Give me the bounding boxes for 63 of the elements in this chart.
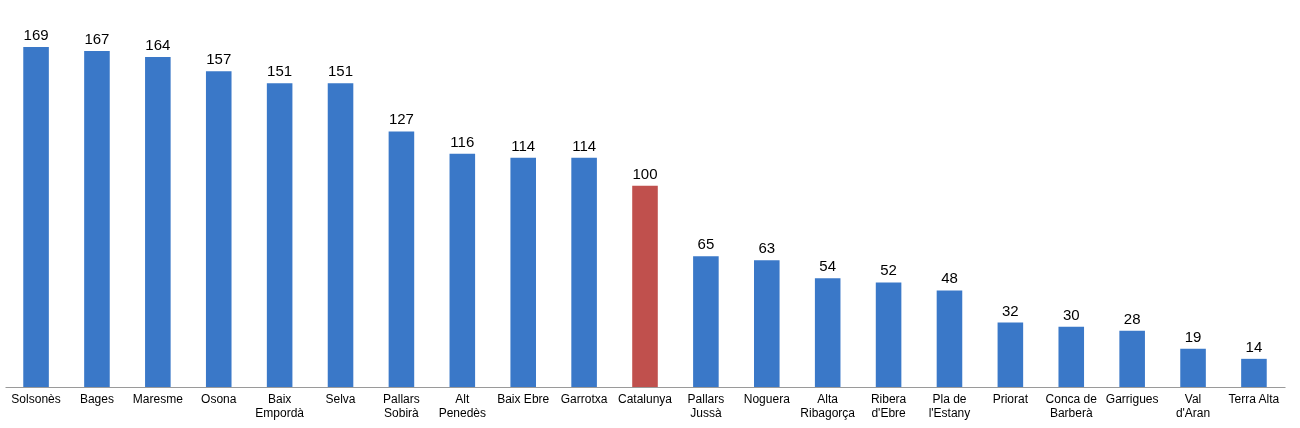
bar xyxy=(145,57,171,387)
x-tick-label: Bages xyxy=(79,391,114,406)
x-tick-label: Selva xyxy=(325,391,356,406)
x-tick-label: Catalunya xyxy=(617,391,673,406)
x-tick-label: Solsonès xyxy=(11,391,61,406)
x-tick-label: Pallars Jussà xyxy=(687,391,725,420)
data-label: 30 xyxy=(1062,305,1080,323)
bar xyxy=(875,282,902,387)
bar xyxy=(84,51,110,387)
data-label: 100 xyxy=(632,164,658,182)
bar xyxy=(936,290,963,387)
bar xyxy=(693,256,719,387)
x-tick-label: Maresme xyxy=(132,391,184,406)
data-label: 32 xyxy=(1002,301,1019,319)
x-tick-label: Priorat xyxy=(992,391,1029,406)
bar xyxy=(23,47,49,387)
bar xyxy=(1119,330,1145,387)
bar xyxy=(449,153,476,387)
bar xyxy=(510,157,536,387)
data-label: 65 xyxy=(697,235,715,253)
bar xyxy=(266,83,293,387)
bar xyxy=(1241,358,1267,387)
bar xyxy=(997,322,1024,387)
bar xyxy=(388,131,415,387)
x-tick-label: Pallars Sobirà xyxy=(383,391,420,420)
x-tick-label: Conca de Barberà xyxy=(1045,391,1098,420)
x-tick-label: Baix Empordà xyxy=(255,391,305,420)
x-tick-label: Alta Ribagorça xyxy=(800,391,856,420)
data-label: 19 xyxy=(1184,327,1202,345)
x-tick-label: Alt Penedès xyxy=(438,391,486,420)
data-label: 151 xyxy=(267,62,293,80)
data-label: 116 xyxy=(450,132,475,150)
data-label: 28 xyxy=(1123,309,1141,327)
x-tick-label: Terra Alta xyxy=(1228,391,1280,406)
data-label: 54 xyxy=(819,257,837,275)
x-tick-label: Noguera xyxy=(743,391,791,406)
data-label: 14 xyxy=(1245,337,1263,355)
data-label: 157 xyxy=(206,50,232,68)
bar xyxy=(814,278,841,387)
bar xyxy=(571,157,597,387)
x-tick-label: Garrotxa xyxy=(560,391,608,406)
bar xyxy=(754,260,780,387)
bar xyxy=(1180,348,1206,387)
x-tick-label: Baix Ebre xyxy=(497,391,550,406)
x-tick-label: Ribera d'Ebre xyxy=(870,391,907,420)
data-label: 169 xyxy=(23,26,49,43)
x-tick-label: Garrigues xyxy=(1105,391,1159,406)
data-label: 63 xyxy=(758,239,776,257)
bar xyxy=(205,71,232,387)
data-label: 114 xyxy=(572,136,597,154)
data-label: 127 xyxy=(388,110,414,128)
bar xyxy=(1058,326,1085,387)
x-tick-label: Osona xyxy=(201,391,237,406)
data-label: 48 xyxy=(941,269,958,287)
data-label: 167 xyxy=(84,30,110,48)
data-label: 114 xyxy=(511,136,536,154)
data-label: 151 xyxy=(328,62,354,80)
data-label: 164 xyxy=(145,36,171,54)
bar xyxy=(327,83,354,387)
data-label: 52 xyxy=(880,261,897,279)
x-tick-label: Val d'Aran xyxy=(1175,391,1211,420)
x-tick-label: Pla de l'Estany xyxy=(928,391,971,420)
bar xyxy=(632,185,658,387)
